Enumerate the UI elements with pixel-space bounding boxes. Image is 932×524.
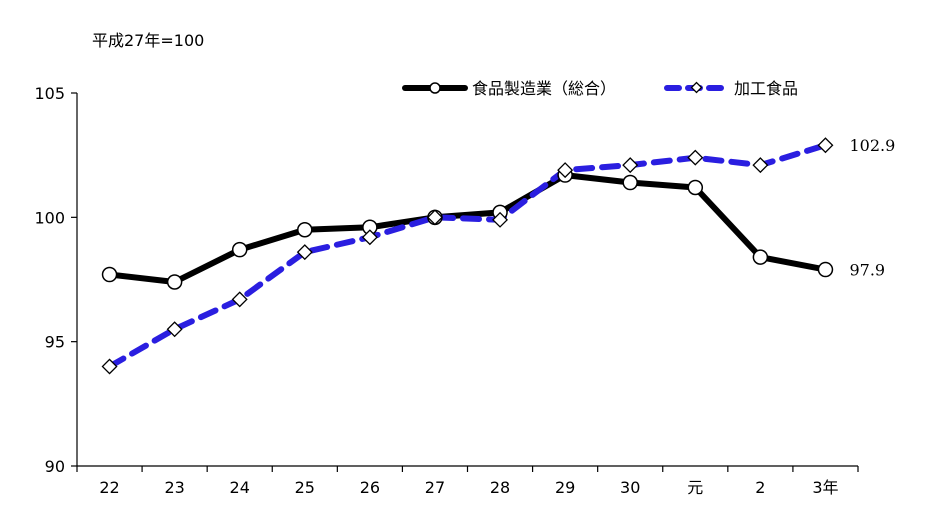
x-tick-label: 元 [687,478,703,497]
series-1-point [296,244,313,261]
legend-marker-food-total [429,82,441,94]
series-0-end-label: 97.9 [849,261,885,280]
series-0-point [817,261,834,278]
series-1-point [492,211,509,228]
series-1-point [752,157,769,174]
series-1-point [231,291,248,308]
x-tick-label: 22 [99,478,119,497]
x-tick-label: 23 [164,478,184,497]
series-0-point [166,274,183,290]
x-tick-label: 26 [360,478,380,497]
unit-note: 平成27年=100 [92,31,204,50]
series-0-point [622,174,638,191]
legend-label-processed-food: 加工食品 [734,79,798,98]
x-tick-label: 24 [230,478,250,497]
x-tick-label: 27 [425,478,445,497]
y-tick-label: 90 [45,457,65,476]
series-1-point [166,321,183,338]
series-0-point [297,222,313,238]
y-tick-label: 95 [45,333,65,352]
x-tick-label: 2 [755,478,765,497]
series-1-point [687,149,704,166]
legend-label-food-total: 食品製造業（総合） [472,79,616,98]
series-1-point [817,137,834,154]
x-tick-label: 3年 [812,478,838,497]
series-0-point [231,241,248,258]
end-labels: 97.9 102.9 [849,136,895,279]
series-line-0 [106,172,829,285]
x-axis: 22 23 24 25 26 27 28 29 30 元 2 3年 [76,465,859,497]
y-tick-label: 100 [34,208,65,227]
series-1-point [557,162,574,179]
series-1-point [361,229,378,246]
series-1-point [101,358,118,375]
series-markers [101,137,834,375]
x-tick-label: 29 [555,478,575,497]
series-line-1 [106,142,829,370]
x-tick-label: 28 [490,478,510,497]
x-tick-label: 30 [620,478,640,497]
series-0-point [687,179,704,196]
y-tick-label: 105 [34,84,65,103]
series-1-point [622,157,639,174]
x-tick-label: 25 [295,478,315,497]
series-1-end-label: 102.9 [849,136,895,155]
series-1-point [426,209,443,226]
legend: 食品製造業（総合） 加工食品 [402,79,798,98]
series-0-point [752,249,769,265]
series-0-point [101,266,118,283]
y-axis: 90 95 100 105 [34,84,78,476]
series-lines [106,142,829,370]
legend-marker-processed-food [690,81,703,94]
